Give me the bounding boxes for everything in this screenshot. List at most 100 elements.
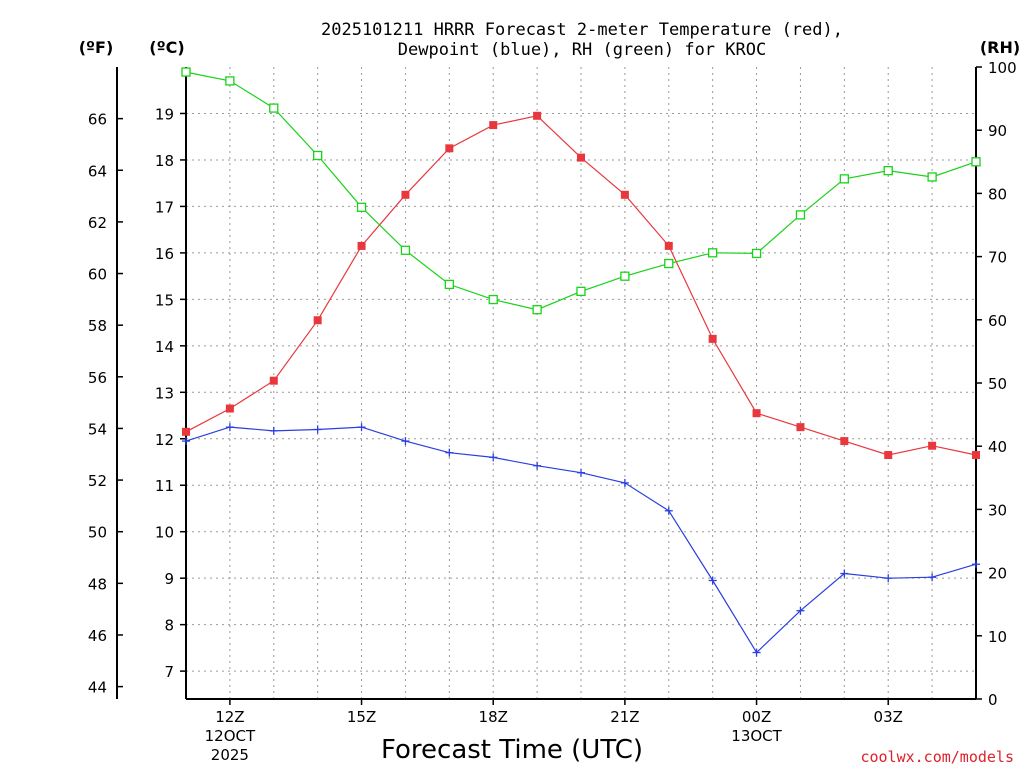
rh-tick-label: 100 [988,59,1017,77]
rh-point [181,67,191,77]
fahrenheit-tick-label: 46 [88,627,107,645]
2-meter-temperature-point [489,121,498,130]
rh-tick-label: 50 [988,375,1007,393]
celsius-tick-label: 11 [155,477,174,495]
celsius-tick-label: 10 [155,524,174,542]
2-meter-temperature-point [840,437,849,446]
dewpoint-point [225,423,234,432]
dewpoint-line [185,426,977,654]
dewpoint-point [357,423,366,432]
fahrenheit-tick-label: 56 [88,369,107,387]
x-tick-label: 12Z [215,708,244,726]
dewpoint-point [620,478,629,487]
fahrenheit-tick-label: 44 [88,679,107,697]
2-meter-temperature-point [269,376,278,385]
2-meter-temperature-point [357,241,366,250]
chart-title-line-2: Dewpoint (blue), RH (green) for KROC [398,40,766,60]
dewpoint-point [796,606,805,615]
fahrenheit-tick-label: 58 [88,317,107,335]
rh-tick-label: 90 [988,122,1007,140]
dewpoint-point [664,506,673,515]
dewpoint-point [708,576,717,585]
fahrenheit-tick-label: 66 [88,111,107,129]
fahrenheit-tick-label: 50 [88,524,107,542]
rh-point [883,165,893,176]
celsius-tick-label: 13 [155,384,174,402]
dewpoint-point [752,648,761,657]
fahrenheit-tick-label: 60 [88,266,107,284]
rh-point [708,248,718,258]
dewpoint-point [972,560,980,569]
rh-point [400,245,411,255]
celsius-tick-label: 12 [155,431,174,449]
fahrenheit-tick-label: 64 [88,162,107,180]
celsius-tick-label: 19 [155,105,174,123]
2-meter-temperature-point [664,241,673,250]
x-tick-label: 21Z [610,708,639,726]
rh-tick-label: 0 [988,691,998,709]
rh-point [971,157,981,167]
rh-point [313,150,323,161]
celsius-tick-label: 16 [155,245,174,263]
dewpoint-point [840,569,849,578]
rh-point [269,103,279,113]
2-meter-temperature-point [182,427,190,436]
2-meter-temperature-point [708,334,717,343]
series [181,67,981,657]
rh-point [356,202,367,212]
dewpoint-point [577,468,585,477]
rh-tick-label: 20 [988,565,1007,583]
grid [186,67,976,699]
rh-point [664,258,674,269]
x-axis-title: Forecast Time (UTC) [381,735,643,765]
2-meter-temperature-point [445,144,454,153]
x-tick-label: 03Z [874,708,903,726]
celsius-tick-label: 9 [164,570,174,588]
2-meter-temperature-point [972,451,980,460]
x-tick-label: 00Z [742,708,771,726]
celsius-tick-label: 14 [155,338,174,356]
rh-tick-label: 80 [988,185,1007,203]
2-meter-temperature-point [313,316,322,325]
2-meter-temperature-point [752,409,761,418]
dewpoint-point [182,437,190,446]
dewpoint-point [269,426,278,435]
rh-point [576,286,586,297]
2-meter-temperature-point [577,153,585,162]
2-meter-temperature-point [620,190,629,199]
x-tick-label: 15Z [347,708,376,726]
rh-tick-label: 40 [988,438,1007,456]
rh-tick-label: 10 [988,628,1007,646]
rh-tick-label: 60 [988,312,1007,330]
rh-point [795,210,806,220]
rh-point [839,174,849,184]
axis-ticks: 7 8 9 10 11 12 13 14 15 16 17 18 19 44 46 48 50 52 54 56 58 6… [88,59,1017,764]
axes [116,67,977,700]
2-meter-temperature-point [533,111,542,120]
fahrenheit-tick-label: 62 [88,214,107,232]
rh-point [927,172,937,182]
celsius-tick-label: 7 [164,663,174,681]
rh-point [444,279,454,290]
2-meter-temperature-point [401,190,410,199]
x-tick-label: 18Z [479,708,508,726]
rh-point [532,305,542,315]
2-meter-temperature-point [225,404,234,413]
rh-tick-label: 70 [988,249,1007,267]
dewpoint-point [928,573,937,582]
rh-point [620,271,630,281]
dewpoint-point [489,453,498,462]
dewpoint-point [401,437,410,446]
chart-title-line-1: 2025101211 HRRR Forecast 2-meter Tempera… [321,20,843,40]
dewpoint-point [313,425,322,434]
2-meter-temperature-point [928,441,937,450]
rh-point [751,248,762,259]
x-tick-year-label: 2025 [211,746,249,764]
rh-point [225,76,235,86]
celsius-tick-label: 17 [155,198,174,216]
rh-point [488,294,498,305]
credit-text: coolwx.com/models [860,748,1014,766]
dewpoint-point [884,574,893,583]
2-meter-temperature-point [884,451,893,460]
